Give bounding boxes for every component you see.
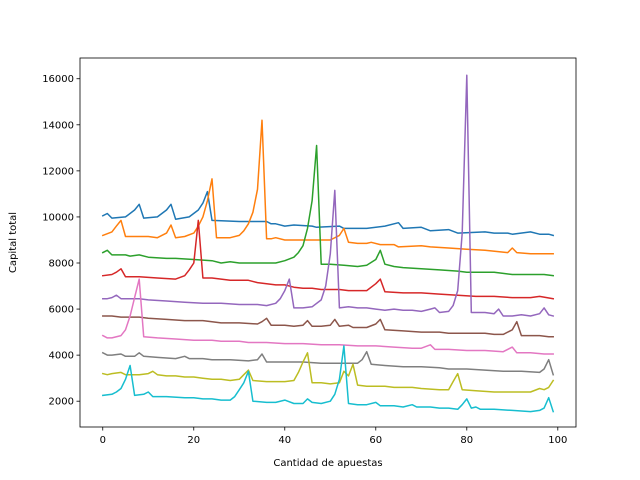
- series-line-9: [101, 352, 555, 393]
- y-tick-label: 14000: [42, 120, 74, 131]
- x-tick-label: 80: [460, 435, 473, 446]
- y-tick-label: 4000: [49, 351, 74, 362]
- x-tick-label: 60: [369, 435, 382, 446]
- x-tick-label: 40: [278, 435, 291, 446]
- x-axis-label: Cantidad de apuestas: [273, 458, 382, 469]
- x-axis: 0 20 40 60 80 100: [100, 427, 567, 446]
- y-tick-label: 8000: [49, 259, 74, 270]
- y-tick-label: 16000: [42, 74, 74, 85]
- y-tick-label: 12000: [42, 166, 74, 177]
- series-line-2: [101, 119, 554, 255]
- series-line-6: [102, 315, 554, 338]
- y-tick-label: 6000: [49, 305, 74, 316]
- series-layer: [101, 74, 555, 413]
- plot-frame: [79, 57, 577, 428]
- x-tick-label: 0: [100, 435, 106, 446]
- series-line-3: [101, 144, 555, 277]
- y-tick-label: 10000: [42, 212, 74, 223]
- y-axis-label: Capital total: [8, 212, 19, 273]
- series-line-8: [101, 350, 555, 376]
- y-axis: 2000 4000 6000 8000 10000 12000 14000 16000: [42, 74, 80, 408]
- series-line-7: [101, 278, 554, 355]
- series-line-4: [101, 219, 555, 300]
- x-tick-label: 20: [187, 435, 200, 446]
- series-line-10: [101, 345, 555, 413]
- y-tick-label: 2000: [49, 397, 74, 408]
- x-tick-label: 100: [548, 435, 567, 446]
- series-line-5: [102, 74, 555, 317]
- series-line-1: [101, 190, 555, 237]
